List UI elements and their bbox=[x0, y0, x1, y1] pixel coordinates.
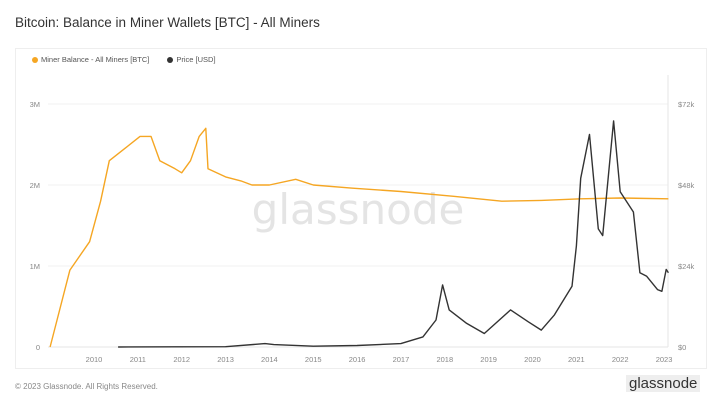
watermark: glassnode bbox=[252, 185, 465, 234]
series-line-price bbox=[118, 120, 669, 348]
x-tick-label: 2018 bbox=[436, 355, 453, 364]
x-tick-label: 2010 bbox=[86, 355, 103, 364]
chart-panel bbox=[15, 48, 707, 369]
x-tick-label: 2015 bbox=[305, 355, 322, 364]
x-tick-label: 2019 bbox=[480, 355, 497, 364]
chart-title: Bitcoin: Balance in Miner Wallets [BTC] … bbox=[15, 15, 320, 30]
y-right-tick-label: $0 bbox=[678, 343, 686, 352]
x-tick-label: 2023 bbox=[656, 355, 673, 364]
x-tick-label: 2011 bbox=[130, 355, 146, 364]
x-tick-label: 2012 bbox=[173, 355, 190, 364]
y-left-tick-label: 0 bbox=[36, 343, 40, 352]
x-tick-label: 2017 bbox=[393, 355, 410, 364]
y-right-tick-label: $24k bbox=[678, 262, 695, 271]
copyright: © 2023 Glassnode. All Rights Reserved. bbox=[15, 382, 158, 391]
glassnode-logo: glassnode bbox=[626, 375, 701, 392]
x-tick-label: 2021 bbox=[568, 355, 585, 364]
x-tick-label: 2022 bbox=[612, 355, 629, 364]
y-right-tick-label: $72k bbox=[678, 100, 695, 109]
legend-item-miner-balance[interactable]: Miner Balance - All Miners [BTC] bbox=[32, 55, 149, 64]
y-left-tick-label: 3M bbox=[30, 100, 40, 109]
legend-item-price[interactable]: Price [USD] bbox=[167, 55, 216, 64]
legend-dot-icon bbox=[167, 57, 174, 64]
y-left-tick-label: 1M bbox=[30, 262, 40, 271]
legend-dot-icon bbox=[32, 57, 38, 64]
x-tick-label: 2016 bbox=[349, 355, 366, 364]
x-tick-label: 2020 bbox=[524, 355, 541, 364]
y-left-tick-label: 2M bbox=[30, 181, 40, 190]
legend: Miner Balance - All Miners [BTC] Price [… bbox=[32, 55, 216, 64]
y-right-tick-label: $48k bbox=[678, 181, 695, 190]
x-tick-label: 2013 bbox=[217, 355, 234, 364]
series-line-miner-balance bbox=[49, 127, 669, 348]
x-tick-label: 2014 bbox=[261, 355, 278, 364]
